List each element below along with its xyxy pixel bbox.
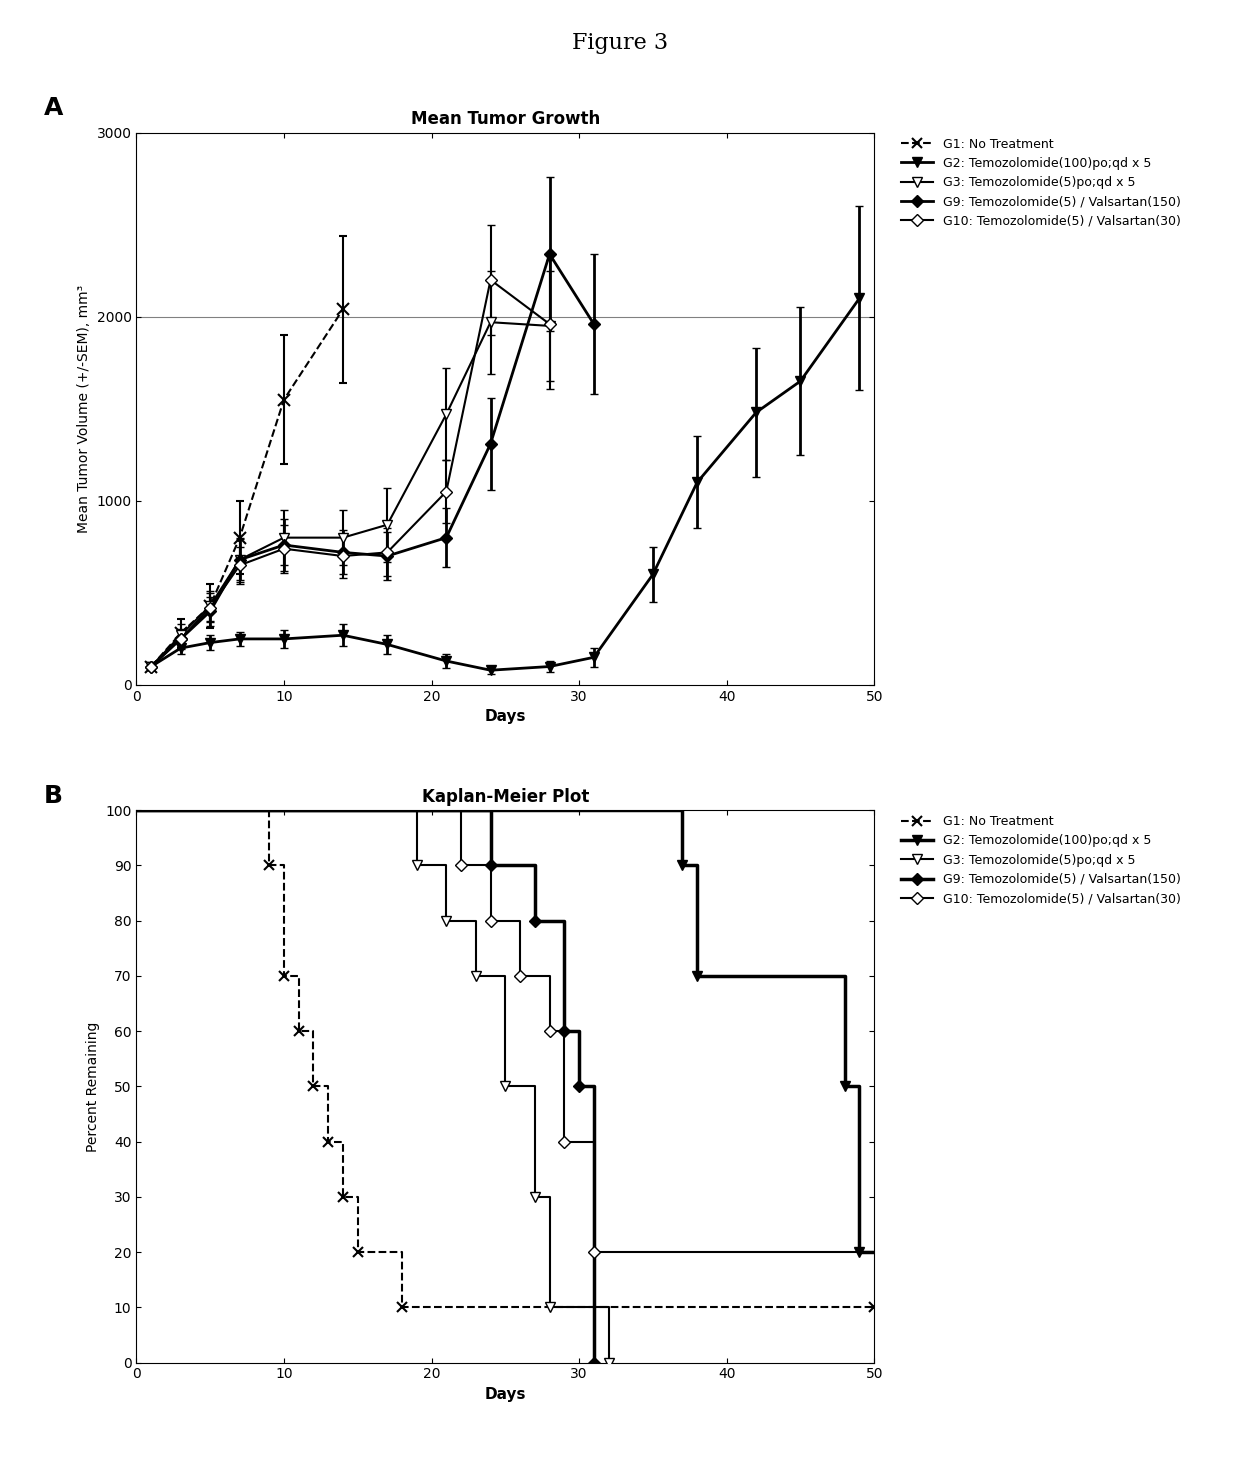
Text: Figure 3: Figure 3 (572, 32, 668, 55)
X-axis label: Days: Days (485, 710, 526, 725)
Text: B: B (43, 784, 62, 807)
X-axis label: Days: Days (485, 1388, 526, 1402)
Y-axis label: Percent Remaining: Percent Remaining (86, 1021, 99, 1152)
Legend: G1: No Treatment, G2: Temozolomide(100)po;qd x 5, G3: Temozolomide(5)po;qd x 5, : G1: No Treatment, G2: Temozolomide(100)p… (897, 133, 1185, 233)
Title: Mean Tumor Growth: Mean Tumor Growth (410, 110, 600, 128)
Legend: G1: No Treatment, G2: Temozolomide(100)po;qd x 5, G3: Temozolomide(5)po;qd x 5, : G1: No Treatment, G2: Temozolomide(100)p… (897, 810, 1185, 910)
Y-axis label: Mean Tumor Volume (+/-SEM), mm³: Mean Tumor Volume (+/-SEM), mm³ (77, 284, 91, 533)
Text: A: A (43, 96, 63, 119)
Title: Kaplan-Meier Plot: Kaplan-Meier Plot (422, 788, 589, 806)
